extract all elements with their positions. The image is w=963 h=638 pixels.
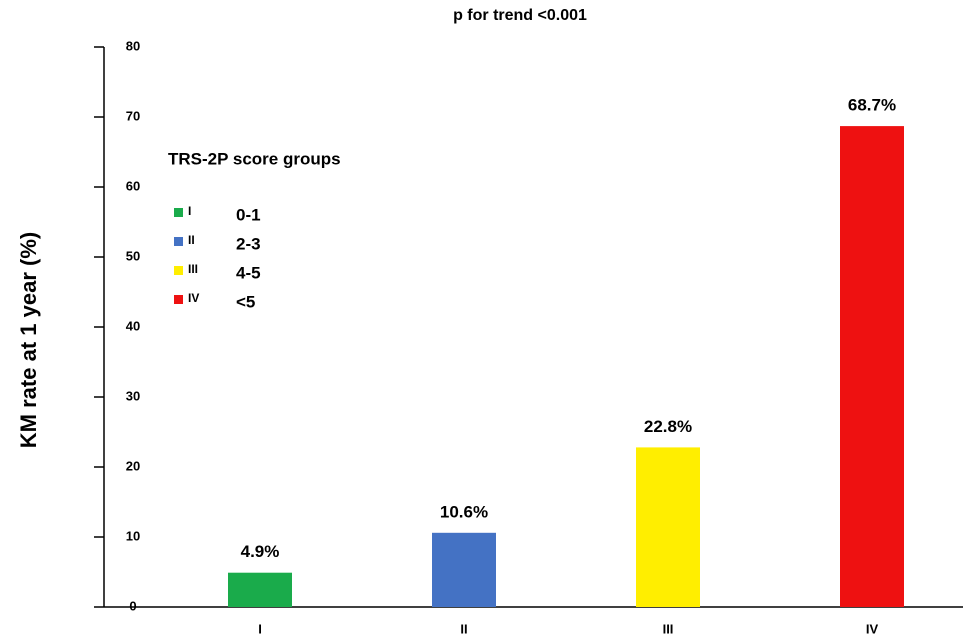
y-tick-label: 70	[126, 108, 140, 123]
legend-swatch	[174, 208, 183, 217]
y-tick-label: 40	[126, 318, 140, 333]
legend-swatch	[174, 295, 183, 304]
y-tick-label: 20	[126, 458, 140, 473]
y-tick-label: 10	[126, 528, 140, 543]
legend-range: 2-3	[236, 234, 261, 253]
x-tick-label: IV	[866, 621, 879, 636]
legend-label: III	[188, 262, 198, 276]
y-tick-label: 60	[126, 178, 140, 193]
y-tick-label: 0	[129, 598, 136, 613]
bar	[840, 126, 904, 607]
x-tick-label: I	[258, 621, 262, 636]
legend-range: 4-5	[236, 263, 261, 282]
legend-swatch	[174, 266, 183, 275]
x-tick-label: II	[460, 621, 467, 636]
bar	[432, 532, 496, 607]
y-axis-label: KM rate at 1 year (%)	[16, 232, 41, 448]
chart-title: p for trend <0.001	[453, 7, 587, 24]
y-tick-label: 50	[126, 248, 140, 263]
y-tick-label: 30	[126, 388, 140, 403]
legend-label: I	[188, 204, 191, 218]
legend-range: 0-1	[236, 205, 261, 224]
legend-label: IV	[188, 291, 199, 305]
legend-label: II	[188, 233, 195, 247]
value-label: 4.9%	[241, 542, 280, 561]
bar	[636, 447, 700, 607]
legend-range: <5	[236, 292, 255, 311]
legend-swatch	[174, 237, 183, 246]
bar	[228, 572, 292, 607]
legend-title: TRS-2P score groups	[168, 149, 341, 168]
value-label: 22.8%	[644, 417, 692, 436]
y-tick-label: 80	[126, 38, 140, 53]
value-label: 68.7%	[848, 96, 896, 115]
x-tick-label: III	[663, 621, 674, 636]
value-label: 10.6%	[440, 502, 488, 521]
